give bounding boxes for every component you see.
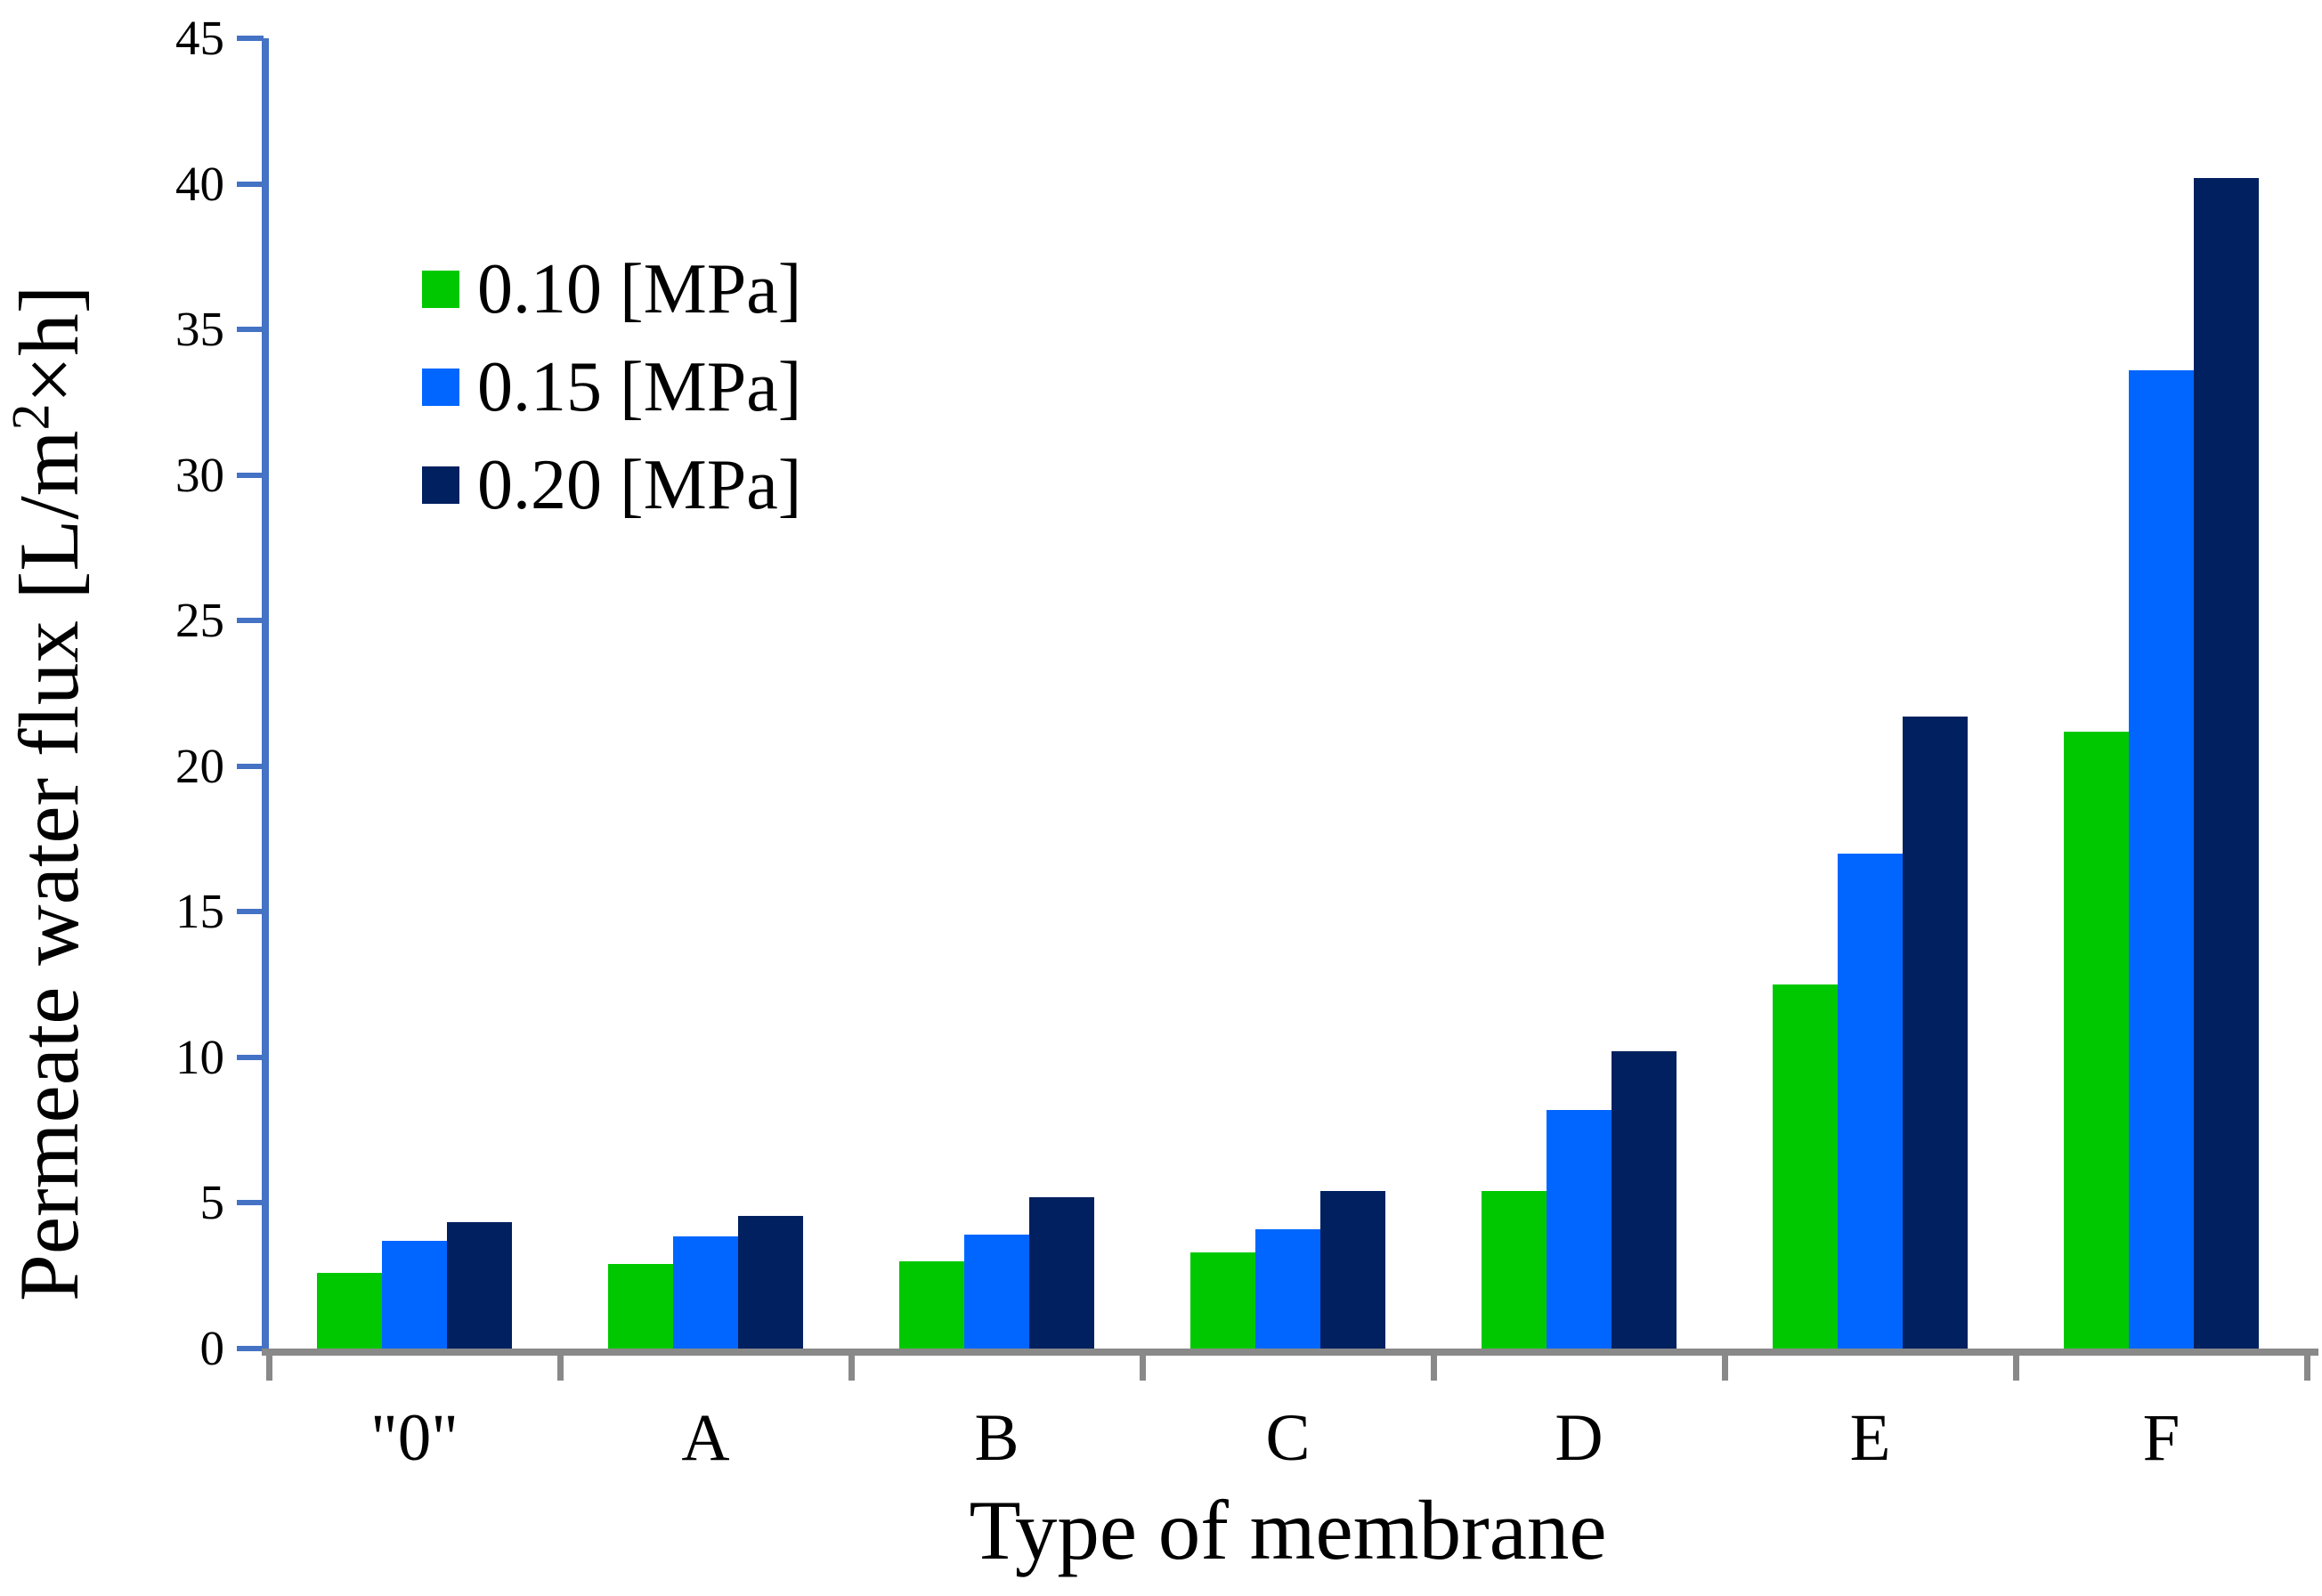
x-boundary-tick <box>2304 1356 2310 1381</box>
bar <box>1029 1196 1094 1349</box>
x-boundary-tick <box>2013 1356 2019 1381</box>
bar <box>1612 1051 1677 1349</box>
x-boundary-tick <box>266 1356 272 1381</box>
y-axis-title: Permeate water flux [L/m2×h] <box>1 286 96 1301</box>
y-tick <box>237 618 264 624</box>
bar <box>1838 853 1903 1349</box>
category-label: F <box>2142 1401 2180 1475</box>
x-boundary-tick <box>1722 1356 1728 1381</box>
bar <box>608 1264 673 1349</box>
y-tick <box>237 1200 264 1206</box>
x-boundary-tick <box>1140 1356 1146 1381</box>
category-label: A <box>681 1401 730 1475</box>
y-axis-title-superscript: 2 <box>1 403 61 431</box>
legend-label: 0.10 [MPa] <box>477 250 802 328</box>
bar <box>899 1260 964 1349</box>
bar <box>1190 1252 1255 1349</box>
bar <box>738 1216 803 1349</box>
category-label: "0" <box>370 1401 459 1475</box>
y-tick <box>237 1054 264 1060</box>
legend-swatch <box>422 369 459 406</box>
y-tick <box>237 327 264 333</box>
y-tick <box>237 763 264 769</box>
y-tick <box>237 1346 264 1351</box>
bar <box>317 1272 382 1349</box>
x-axis-title: Type of membrane <box>969 1483 1607 1577</box>
bar <box>1773 984 1838 1349</box>
legend-swatch <box>422 466 459 504</box>
bar <box>2064 731 2129 1349</box>
y-axis-title-text: Permeate water flux [L/m <box>2 430 96 1301</box>
bar <box>2129 369 2194 1349</box>
bar <box>1320 1191 1385 1349</box>
y-axis-title-text-end: ×h] <box>2 285 96 404</box>
legend-label: 0.15 [MPa] <box>477 348 802 426</box>
y-tick-label: 15 <box>175 884 224 939</box>
y-tick-label: 25 <box>175 593 224 648</box>
x-boundary-tick <box>1431 1356 1437 1381</box>
bar <box>1903 717 1968 1349</box>
category-label: B <box>974 1401 1019 1475</box>
bar <box>382 1240 447 1349</box>
y-tick-label: 30 <box>175 447 224 502</box>
x-boundary-tick <box>557 1356 564 1381</box>
category-label: E <box>1849 1401 1891 1475</box>
y-tick <box>237 472 264 478</box>
x-axis-line <box>262 1349 2318 1356</box>
bar <box>964 1235 1029 1349</box>
bar <box>1482 1191 1547 1349</box>
bar <box>447 1221 512 1349</box>
y-tick-label: 35 <box>175 302 224 357</box>
y-tick <box>237 181 264 187</box>
legend-swatch <box>422 271 459 308</box>
y-tick-label: 40 <box>175 156 224 211</box>
y-tick-label: 5 <box>199 1175 225 1230</box>
bar <box>1547 1109 1612 1349</box>
y-tick-label: 0 <box>199 1321 225 1375</box>
y-tick-label: 20 <box>175 738 224 793</box>
y-tick <box>237 909 264 915</box>
x-boundary-tick <box>848 1356 855 1381</box>
bar <box>1255 1228 1320 1349</box>
y-tick <box>237 36 264 41</box>
category-label: D <box>1555 1401 1603 1475</box>
bar <box>2194 178 2259 1349</box>
category-label: C <box>1265 1401 1311 1475</box>
legend-label: 0.20 [MPa] <box>477 446 802 524</box>
y-tick-label: 10 <box>175 1029 224 1084</box>
y-tick-label: 45 <box>175 11 224 65</box>
y-axis-line <box>262 38 269 1349</box>
bar <box>673 1236 738 1349</box>
